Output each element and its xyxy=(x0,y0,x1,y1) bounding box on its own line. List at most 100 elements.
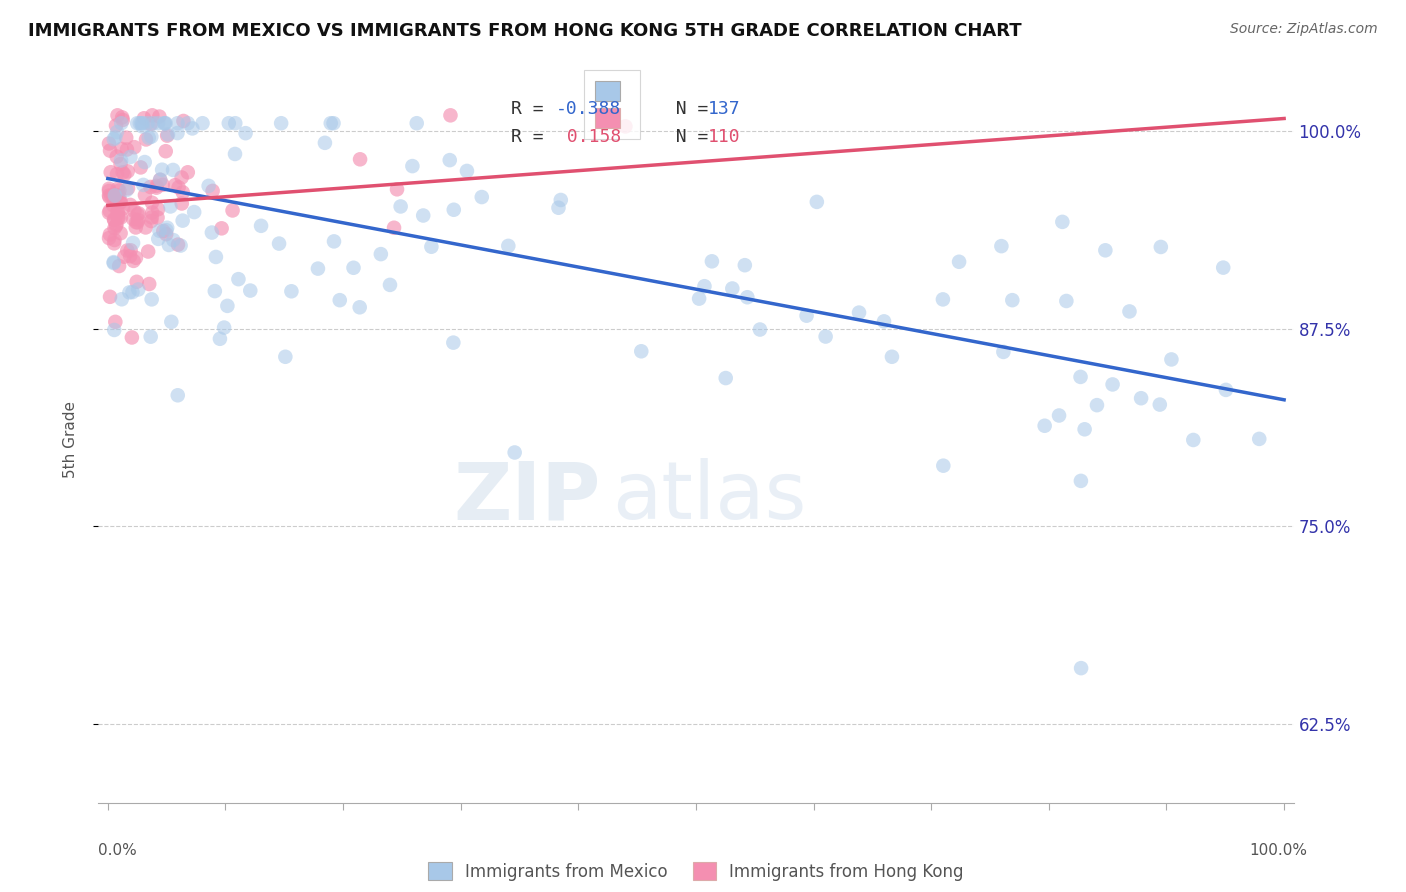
Point xyxy=(235,126,257,140)
Point xyxy=(693,279,716,293)
Point xyxy=(153,116,176,130)
Point xyxy=(134,188,156,202)
Point xyxy=(630,344,652,359)
Point xyxy=(1149,398,1171,412)
Point xyxy=(165,178,187,193)
Point xyxy=(124,140,146,154)
Point xyxy=(139,180,162,194)
Point xyxy=(159,199,181,213)
Point xyxy=(370,247,392,261)
Point xyxy=(405,116,427,130)
Point xyxy=(105,167,128,181)
Point xyxy=(127,213,149,227)
Point xyxy=(112,168,135,182)
Point xyxy=(848,305,870,319)
Point xyxy=(105,119,128,133)
Point xyxy=(120,150,142,164)
Point xyxy=(108,184,131,198)
Point xyxy=(503,445,526,459)
Point xyxy=(170,196,193,211)
Point xyxy=(104,219,127,233)
Point xyxy=(110,195,132,210)
Point xyxy=(208,332,231,346)
Point xyxy=(1047,409,1070,423)
Point xyxy=(806,194,828,209)
Point xyxy=(932,293,955,307)
Point xyxy=(111,111,134,125)
Point xyxy=(110,194,132,209)
Point xyxy=(224,147,246,161)
Point xyxy=(547,201,569,215)
Point xyxy=(1070,370,1092,384)
Point xyxy=(880,350,903,364)
Point xyxy=(107,210,129,224)
Point xyxy=(378,277,401,292)
Point xyxy=(153,116,176,130)
Point xyxy=(136,244,159,259)
Point xyxy=(141,211,163,225)
Text: N =: N = xyxy=(654,128,720,146)
Point xyxy=(122,253,145,268)
Point xyxy=(139,117,162,131)
Point xyxy=(217,299,239,313)
Point xyxy=(721,281,744,295)
Point xyxy=(103,198,125,212)
Point xyxy=(1001,293,1024,308)
Point xyxy=(146,116,169,130)
Point xyxy=(146,211,169,225)
Point xyxy=(155,227,177,242)
Point xyxy=(169,238,191,252)
Legend: Immigrants from Mexico, Immigrants from Hong Kong: Immigrants from Mexico, Immigrants from … xyxy=(420,855,972,889)
Point xyxy=(141,129,163,144)
Text: -0.388: -0.388 xyxy=(557,100,621,118)
Point xyxy=(103,256,125,270)
Point xyxy=(322,116,344,130)
Point xyxy=(149,173,172,187)
Point xyxy=(127,207,149,221)
Point xyxy=(110,226,132,240)
Point xyxy=(1052,215,1074,229)
Point xyxy=(212,320,235,334)
Text: Source: ZipAtlas.com: Source: ZipAtlas.com xyxy=(1230,22,1378,37)
Point xyxy=(172,186,194,200)
Point xyxy=(172,213,194,227)
Point xyxy=(141,214,163,228)
Point xyxy=(98,290,121,304)
Point xyxy=(155,116,177,130)
Point xyxy=(385,182,408,196)
Point xyxy=(150,162,173,177)
Point xyxy=(550,193,572,207)
Point xyxy=(156,128,179,142)
Point xyxy=(98,227,121,242)
Point xyxy=(166,388,188,402)
Point xyxy=(152,178,174,192)
Point xyxy=(201,226,224,240)
Point xyxy=(103,323,125,337)
Text: 0.0%: 0.0% xyxy=(98,843,138,858)
Point xyxy=(1182,433,1205,447)
Point xyxy=(149,172,172,186)
Point xyxy=(98,190,121,204)
Point xyxy=(98,144,121,158)
Point xyxy=(148,224,170,238)
Point xyxy=(181,121,204,136)
Point xyxy=(118,285,141,300)
Point xyxy=(688,292,710,306)
Point xyxy=(1249,432,1271,446)
Point xyxy=(122,235,145,250)
Point xyxy=(111,112,134,127)
Point xyxy=(115,130,138,145)
Point xyxy=(420,240,443,254)
Point xyxy=(136,116,159,130)
Point xyxy=(177,116,200,130)
Point xyxy=(98,203,121,218)
Point xyxy=(100,189,122,203)
Point xyxy=(117,164,139,178)
Point xyxy=(157,238,180,252)
Point xyxy=(1094,244,1116,258)
Text: atlas: atlas xyxy=(613,458,807,536)
Point xyxy=(191,116,214,130)
Point xyxy=(132,112,155,126)
Point xyxy=(127,283,149,297)
Text: 110: 110 xyxy=(709,128,741,146)
